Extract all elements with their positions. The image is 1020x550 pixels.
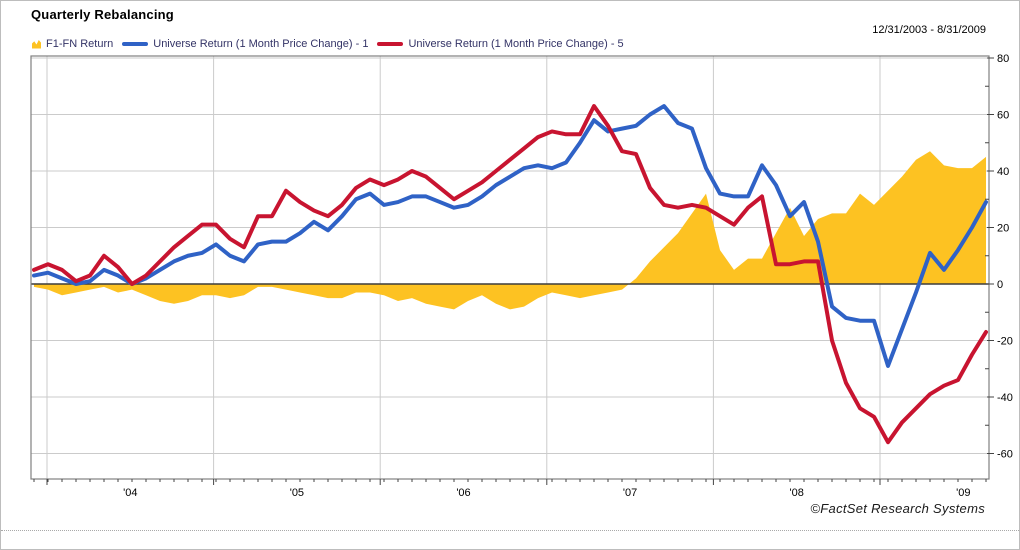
universe-5-line-swatch-icon — [377, 42, 404, 46]
x-tick-label: '05 — [290, 487, 304, 499]
y-tick-label: 60 — [997, 110, 1009, 122]
x-axis-ticks — [33, 479, 987, 485]
x-tick-label: '06 — [456, 487, 470, 499]
bottom-separator — [1, 530, 1019, 531]
x-tick-label: '09 — [956, 487, 970, 499]
universe-5-line-series — [32, 104, 988, 445]
chart-title: Quarterly Rebalancing — [31, 7, 174, 22]
y-tick-label: 20 — [997, 223, 1009, 235]
y-tick-label: 0 — [997, 279, 1003, 291]
universe-1-line-swatch-icon — [122, 42, 149, 46]
x-tick-label: '07 — [623, 487, 637, 499]
legend-item-universe-1: Universe Return (1 Month Price Change) -… — [122, 38, 368, 50]
legend-item-universe-5: Universe Return (1 Month Price Change) -… — [377, 38, 624, 50]
y-tick-label: -60 — [997, 449, 1013, 461]
legend: F1-FN Return Universe Return (1 Month Pr… — [32, 38, 624, 50]
value-gridlines — [31, 57, 989, 454]
x-tick-label: '08 — [790, 487, 804, 499]
date-range-label: 12/31/2003 - 8/31/2009 — [872, 24, 986, 36]
y-axis-labels: 80 60 40 20 0 -20 -40 -60 — [997, 53, 1013, 461]
x-axis-labels: '04 '05 '06 '07 '08 '09 — [123, 487, 970, 499]
y-tick-label: -20 — [997, 336, 1013, 348]
y-tick-label: -40 — [997, 392, 1013, 404]
y-tick-label: 40 — [997, 166, 1009, 178]
x-tick-label: '04 — [123, 487, 137, 499]
f1fn-area-series — [34, 151, 986, 310]
factset-credit: ©FactSet Research Systems — [810, 501, 985, 516]
universe-1-line-series — [32, 104, 988, 368]
legend-item-f1fn: F1-FN Return — [32, 38, 113, 50]
y-axis-ticks — [985, 57, 994, 454]
y-tick-label: 80 — [997, 53, 1009, 65]
legend-label-f1fn: F1-FN Return — [46, 38, 114, 50]
legend-label-universe-5: Universe Return (1 Month Price Change) -… — [408, 38, 624, 50]
legend-label-universe-1: Universe Return (1 Month Price Change) -… — [153, 38, 369, 50]
